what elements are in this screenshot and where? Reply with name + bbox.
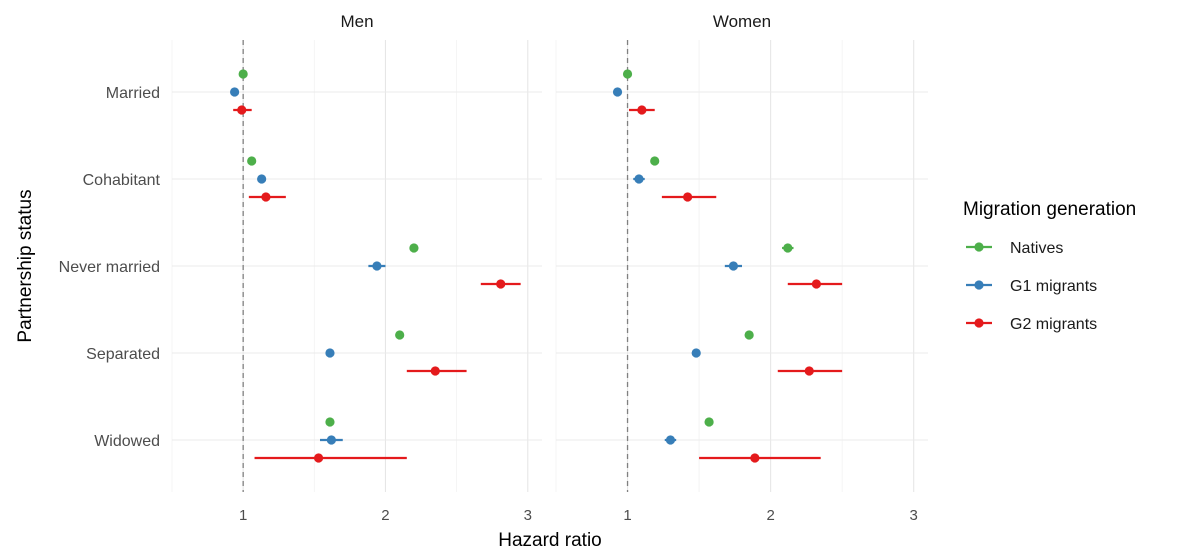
legend-key-point: [974, 318, 984, 328]
data-point: [634, 174, 644, 184]
panel-title: Women: [713, 12, 771, 31]
data-point: [257, 174, 267, 184]
y-tick-label: Married: [106, 85, 160, 102]
data-point: [395, 330, 405, 340]
data-point: [409, 243, 419, 253]
x-tick-label: 1: [623, 507, 631, 524]
data-point: [496, 279, 506, 289]
data-point: [230, 87, 240, 97]
data-point: [783, 243, 793, 253]
legend-title: Migration generation: [963, 199, 1136, 220]
data-point: [750, 453, 760, 463]
data-point: [728, 261, 739, 271]
data-point: [325, 417, 335, 427]
data-point: [650, 156, 660, 166]
data-point: [325, 348, 335, 358]
data-point: [326, 435, 336, 445]
y-tick-label: Widowed: [94, 433, 160, 450]
data-point: [804, 366, 814, 376]
data-point: [665, 435, 676, 445]
legend-key-point: [974, 242, 984, 252]
panel-title: Men: [340, 12, 373, 31]
data-point: [612, 87, 623, 97]
legend-label: G2 migrants: [1010, 316, 1097, 333]
x-tick-label: 2: [766, 507, 774, 524]
data-point: [744, 330, 754, 340]
x-tick-label: 1: [239, 507, 247, 524]
data-point: [261, 192, 271, 202]
x-tick-label: 2: [381, 507, 389, 524]
data-point: [313, 453, 324, 463]
x-tick-label: 3: [524, 507, 532, 524]
legend-key-point: [974, 280, 984, 290]
x-axis-title: Hazard ratio: [498, 530, 602, 551]
data-point: [704, 417, 714, 427]
data-point: [238, 69, 248, 79]
y-axis-title: Partnership status: [15, 189, 36, 342]
data-point: [637, 105, 647, 115]
y-tick-label: Cohabitant: [83, 172, 161, 189]
data-point: [247, 156, 257, 166]
x-tick-label: 3: [910, 507, 918, 524]
data-point: [430, 366, 440, 376]
data-point: [691, 348, 701, 358]
y-tick-label: Separated: [86, 346, 160, 363]
y-tick-label: Never married: [59, 259, 160, 276]
data-point: [237, 105, 247, 115]
data-point: [811, 279, 822, 289]
data-point: [683, 192, 693, 202]
legend-label: Natives: [1010, 240, 1063, 257]
data-point: [622, 69, 633, 79]
data-point: [372, 261, 382, 271]
legend-label: G1 migrants: [1010, 278, 1097, 295]
